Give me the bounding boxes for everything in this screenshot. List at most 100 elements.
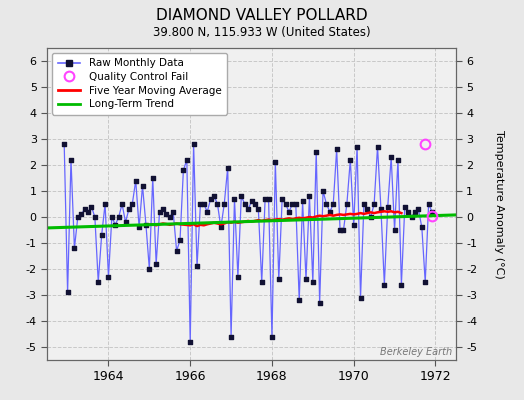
Point [172,248,181,254]
Point [254,206,263,212]
Point [132,178,140,184]
Point [97,232,106,238]
Point [377,206,385,212]
Point [295,297,303,303]
Point [87,203,95,210]
Point [169,209,177,215]
Point [343,201,351,207]
Point [128,201,136,207]
Point [206,196,215,202]
Point [244,206,253,212]
Point [319,188,328,194]
Point [291,201,300,207]
Point [261,196,269,202]
Point [152,261,160,267]
Point [111,222,119,228]
Point [394,156,402,163]
Point [135,224,144,230]
Point [70,245,79,251]
Point [315,300,324,306]
Text: DIAMOND VALLEY POLLARD: DIAMOND VALLEY POLLARD [156,8,368,23]
Point [428,209,436,215]
Point [118,201,126,207]
Point [115,214,123,220]
Point [213,201,222,207]
Point [424,201,433,207]
Point [418,224,426,230]
Point [411,209,419,215]
Text: 39.800 N, 115.933 W (United States): 39.800 N, 115.933 W (United States) [153,26,371,39]
Point [230,196,238,202]
Point [77,211,85,218]
Point [350,222,358,228]
Point [234,274,242,280]
Point [281,201,290,207]
Point [340,227,348,233]
Point [200,201,208,207]
Point [302,276,310,282]
Point [196,201,205,207]
Point [122,219,130,225]
Point [285,209,293,215]
Point [329,201,337,207]
Point [312,149,320,155]
Point [367,214,375,220]
Point [360,201,368,207]
Point [237,193,246,199]
Point [94,279,103,285]
Point [408,214,416,220]
Point [107,214,116,220]
Point [189,141,198,147]
Point [299,198,307,205]
Point [148,175,157,181]
Point [241,201,249,207]
Point [404,209,412,215]
Y-axis label: Temperature Anomaly (°C): Temperature Anomaly (°C) [494,130,504,278]
Point [373,144,381,150]
Point [265,196,273,202]
Point [74,214,82,220]
Point [271,159,279,166]
Point [247,198,256,205]
Point [421,279,430,285]
Point [91,214,99,220]
Point [250,201,259,207]
Point [166,214,174,220]
Point [275,276,283,282]
Point [336,227,344,233]
Point [363,206,372,212]
Point [84,209,92,215]
Point [104,274,113,280]
Point [162,211,171,218]
Point [258,279,266,285]
Point [380,282,389,288]
Point [179,167,188,174]
Point [305,193,314,199]
Point [322,201,331,207]
Point [67,156,75,163]
Point [414,206,422,212]
Point [356,294,365,301]
Point [125,206,133,212]
Point [186,338,194,345]
Point [156,209,164,215]
Point [227,333,235,340]
Point [101,201,110,207]
Point [332,146,341,152]
Point [203,209,212,215]
Point [268,333,276,340]
Point [142,222,150,228]
Point [397,282,406,288]
Legend: Raw Monthly Data, Quality Control Fail, Five Year Moving Average, Long-Term Tren: Raw Monthly Data, Quality Control Fail, … [52,53,227,114]
Point [176,237,184,244]
Point [309,279,317,285]
Point [210,193,218,199]
Point [183,156,191,163]
Point [63,289,72,296]
Point [159,206,167,212]
Point [81,206,89,212]
Point [224,164,232,171]
Point [288,201,297,207]
Point [60,141,69,147]
Point [138,182,147,189]
